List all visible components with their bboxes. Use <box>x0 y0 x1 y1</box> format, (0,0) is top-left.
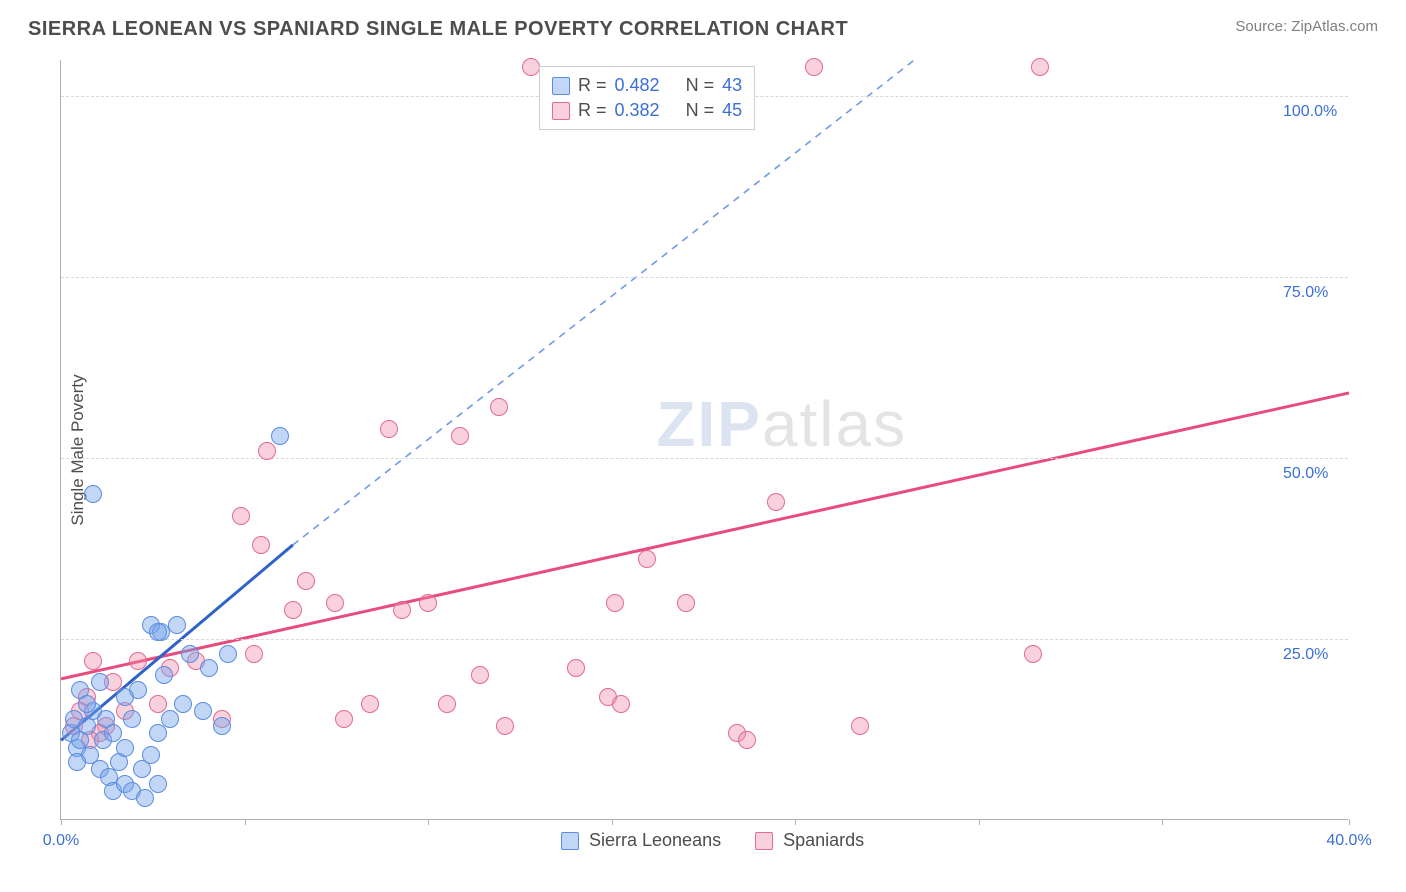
data-point-spaniards <box>606 594 624 612</box>
data-point-spaniards <box>522 58 540 76</box>
data-point-sierra-leoneans <box>68 753 86 771</box>
x-tick <box>1162 819 1163 825</box>
data-point-spaniards <box>245 645 263 663</box>
data-point-spaniards <box>638 550 656 568</box>
data-point-sierra-leoneans <box>161 710 179 728</box>
chart-source: Source: ZipAtlas.com <box>1235 18 1378 35</box>
data-point-spaniards <box>805 58 823 76</box>
correlation-stats-box: R = 0.482N = 43R = 0.382N = 45 <box>539 66 755 130</box>
data-point-sierra-leoneans <box>174 695 192 713</box>
x-tick-label: 40.0% <box>1326 832 1371 850</box>
data-point-sierra-leoneans <box>194 702 212 720</box>
data-point-spaniards <box>84 652 102 670</box>
data-point-sierra-leoneans <box>116 688 134 706</box>
data-point-sierra-leoneans <box>123 710 141 728</box>
series-swatch <box>755 832 773 850</box>
series-swatch <box>561 832 579 850</box>
data-point-spaniards <box>438 695 456 713</box>
data-point-spaniards <box>149 695 167 713</box>
data-point-spaniards <box>490 398 508 416</box>
chart-header: SIERRA LEONEAN VS SPANIARD SINGLE MALE P… <box>0 0 1406 47</box>
data-point-spaniards <box>738 731 756 749</box>
data-point-sierra-leoneans <box>200 659 218 677</box>
data-point-spaniards <box>252 536 270 554</box>
data-point-spaniards <box>361 695 379 713</box>
data-point-spaniards <box>677 594 695 612</box>
gridline <box>61 639 1348 640</box>
data-point-sierra-leoneans <box>213 717 231 735</box>
data-point-spaniards <box>297 572 315 590</box>
gridline <box>61 277 1348 278</box>
data-point-spaniards <box>1024 645 1042 663</box>
legend-item: Spaniards <box>755 830 864 851</box>
data-point-spaniards <box>232 507 250 525</box>
x-tick <box>795 819 796 825</box>
data-point-sierra-leoneans <box>168 616 186 634</box>
data-point-sierra-leoneans <box>181 645 199 663</box>
data-point-spaniards <box>567 659 585 677</box>
data-point-sierra-leoneans <box>149 775 167 793</box>
data-point-spaniards <box>851 717 869 735</box>
data-point-sierra-leoneans <box>149 724 167 742</box>
stats-row: R = 0.482N = 43 <box>552 73 742 98</box>
data-point-sierra-leoneans <box>116 739 134 757</box>
data-point-sierra-leoneans <box>71 731 89 749</box>
data-point-spaniards <box>767 493 785 511</box>
trend-lines <box>61 60 1349 820</box>
data-point-spaniards <box>326 594 344 612</box>
legend-item: Sierra Leoneans <box>561 830 721 851</box>
data-point-sierra-leoneans <box>78 695 96 713</box>
chart-area: Single Male Poverty ZIPatlas 25.0%50.0%7… <box>60 60 1380 840</box>
plot-region: ZIPatlas 25.0%50.0%75.0%100.0%0.0%40.0%R… <box>60 60 1348 820</box>
data-point-spaniards <box>419 594 437 612</box>
data-point-spaniards <box>380 420 398 438</box>
data-point-spaniards <box>258 442 276 460</box>
series-swatch <box>552 77 570 95</box>
y-tick-label: 75.0% <box>1283 284 1328 302</box>
gridline <box>61 458 1348 459</box>
x-tick-label: 0.0% <box>43 832 79 850</box>
x-tick <box>612 819 613 825</box>
data-point-spaniards <box>1031 58 1049 76</box>
data-point-sierra-leoneans <box>142 746 160 764</box>
data-point-spaniards <box>451 427 469 445</box>
x-tick <box>1349 819 1350 825</box>
y-tick-label: 50.0% <box>1283 465 1328 483</box>
data-point-sierra-leoneans <box>84 485 102 503</box>
data-point-spaniards <box>471 666 489 684</box>
data-point-sierra-leoneans <box>104 724 122 742</box>
x-tick <box>245 819 246 825</box>
x-tick <box>428 819 429 825</box>
data-point-spaniards <box>129 652 147 670</box>
x-tick <box>979 819 980 825</box>
data-point-spaniards <box>335 710 353 728</box>
series-swatch <box>552 102 570 120</box>
y-tick-label: 25.0% <box>1283 646 1328 664</box>
data-point-sierra-leoneans <box>149 623 167 641</box>
data-point-spaniards <box>284 601 302 619</box>
y-tick-label: 100.0% <box>1283 103 1337 121</box>
data-point-spaniards <box>612 695 630 713</box>
stats-row: R = 0.382N = 45 <box>552 98 742 123</box>
series-legend: Sierra Leoneans Spaniards <box>561 830 864 851</box>
data-point-sierra-leoneans <box>136 789 154 807</box>
data-point-spaniards <box>393 601 411 619</box>
data-point-sierra-leoneans <box>155 666 173 684</box>
data-point-sierra-leoneans <box>271 427 289 445</box>
data-point-sierra-leoneans <box>91 673 109 691</box>
data-point-sierra-leoneans <box>219 645 237 663</box>
x-tick <box>61 819 62 825</box>
data-point-spaniards <box>496 717 514 735</box>
chart-title: SIERRA LEONEAN VS SPANIARD SINGLE MALE P… <box>28 18 848 41</box>
